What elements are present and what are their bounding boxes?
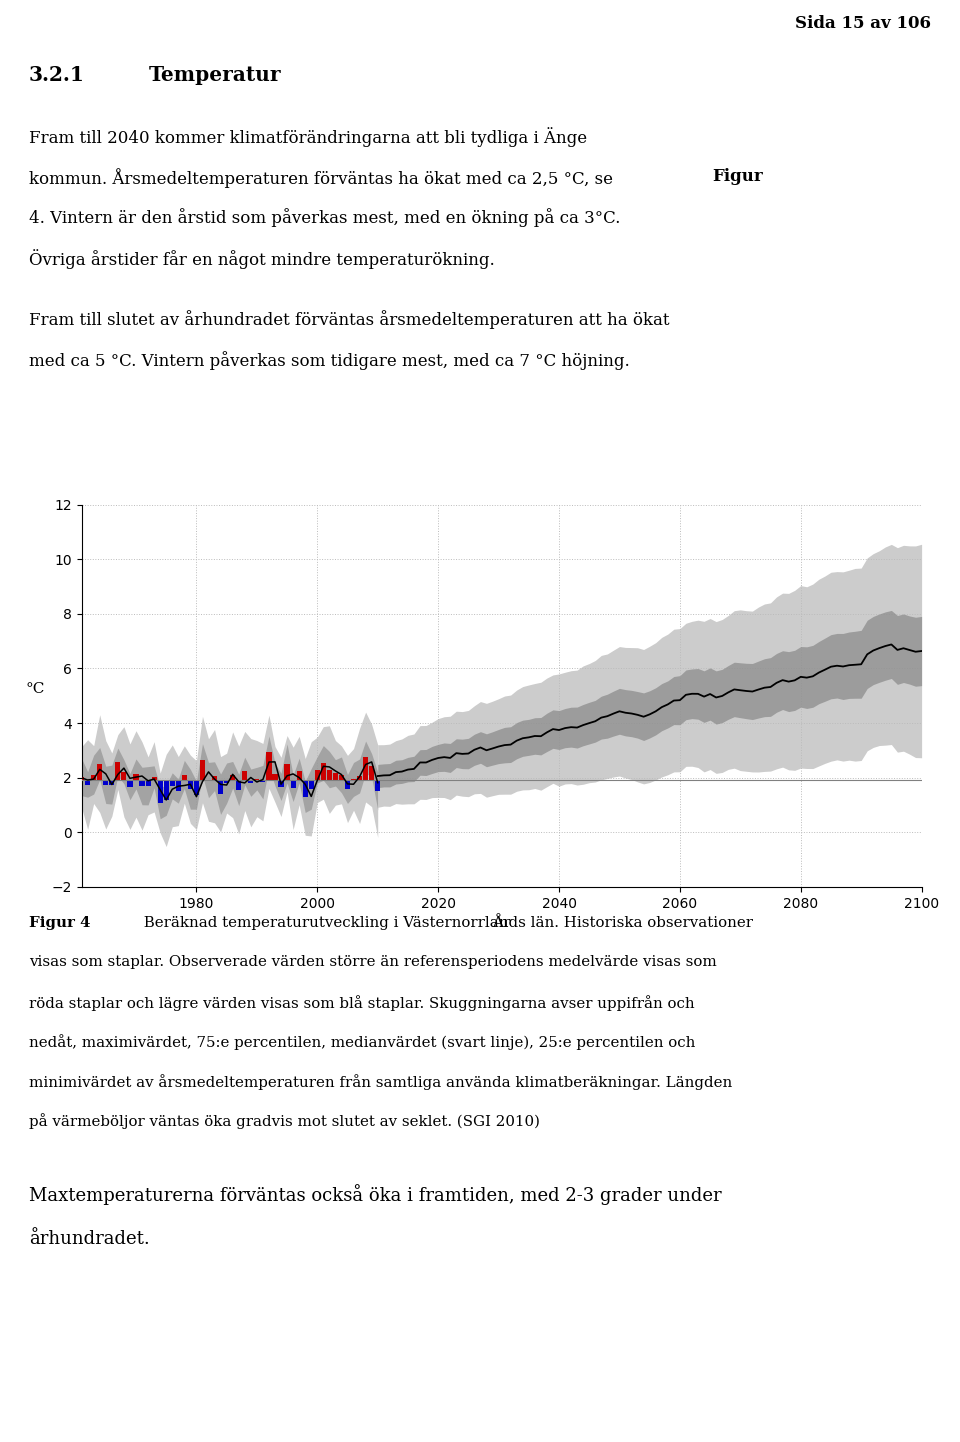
Bar: [254, 779, 259, 780]
Bar: [278, 780, 283, 787]
Text: Maxtemperaturerna förväntas också öka i framtiden, med 2-3 grader under: Maxtemperaturerna förväntas också öka i …: [29, 1184, 721, 1206]
Bar: [369, 766, 374, 780]
Bar: [224, 780, 229, 783]
Bar: [321, 763, 325, 780]
X-axis label: År: År: [492, 916, 511, 930]
Bar: [291, 780, 296, 789]
Bar: [163, 780, 169, 800]
Bar: [115, 761, 120, 780]
Bar: [212, 776, 217, 780]
Bar: [91, 774, 96, 780]
Text: Figur: Figur: [712, 167, 763, 185]
Bar: [146, 780, 151, 786]
Bar: [242, 771, 248, 780]
Bar: [273, 774, 277, 780]
Bar: [339, 774, 344, 780]
Bar: [309, 780, 314, 789]
Bar: [194, 780, 199, 795]
Bar: [133, 774, 138, 780]
Bar: [152, 777, 156, 780]
Text: på värmeböljor väntas öka gradvis mot slutet av seklet. (SGI 2010): på värmeböljor väntas öka gradvis mot sl…: [29, 1113, 540, 1129]
Bar: [266, 751, 272, 780]
Bar: [297, 770, 301, 780]
Bar: [188, 780, 193, 789]
Bar: [363, 757, 369, 780]
Text: med ca 5 °C. Vintern påverkas som tidigare mest, med ca 7 °C höjning.: med ca 5 °C. Vintern påverkas som tidiga…: [29, 352, 630, 371]
Text: 4. Vintern är den årstid som påverkas mest, med en ökning på ca 3°C.: 4. Vintern är den årstid som påverkas me…: [29, 209, 620, 228]
Text: Sida 15 av 106: Sida 15 av 106: [795, 14, 931, 32]
Y-axis label: °C: °C: [25, 682, 44, 695]
Bar: [357, 776, 362, 780]
Bar: [249, 780, 253, 783]
Text: minimivärdet av årsmedeltemperaturen från samtliga använda klimatberäkningar. Lä: minimivärdet av årsmedeltemperaturen frå…: [29, 1074, 732, 1090]
Bar: [109, 780, 114, 784]
Bar: [315, 770, 320, 780]
Bar: [128, 780, 132, 787]
Bar: [170, 780, 175, 786]
Bar: [104, 780, 108, 784]
Text: kommun. Årsmedeltemperaturen förväntas ha ökat med ca 2,5 °C, se: kommun. Årsmedeltemperaturen förväntas h…: [29, 167, 618, 187]
Bar: [139, 780, 145, 786]
Text: Figur 4: Figur 4: [29, 916, 90, 930]
Text: Fram till slutet av århundradet förväntas årsmedeltemperaturen att ha ökat: Fram till slutet av århundradet förvänta…: [29, 310, 669, 329]
Bar: [79, 777, 84, 780]
Text: Övriga årstider får en något mindre temperaturökning.: Övriga årstider får en något mindre temp…: [29, 249, 494, 270]
Bar: [85, 780, 90, 784]
Bar: [181, 774, 187, 780]
Bar: [218, 780, 223, 795]
Text: visas som staplar. Observerade värden större än referensperiodens medelvärde vis: visas som staplar. Observerade värden st…: [29, 956, 716, 969]
Bar: [236, 780, 241, 790]
Bar: [121, 771, 127, 780]
Bar: [326, 770, 332, 780]
Text: nedåt, maximivärdet, 75:e percentilen, medianvärdet (svart linje), 25:e percenti: nedåt, maximivärdet, 75:e percentilen, m…: [29, 1034, 695, 1050]
Text: Beräknad temperaturutveckling i Västernorrlands län. Historiska observationer: Beräknad temperaturutveckling i Västerno…: [139, 916, 754, 930]
Bar: [284, 763, 290, 780]
Bar: [345, 780, 350, 789]
Bar: [97, 764, 103, 780]
Bar: [302, 780, 308, 797]
Text: röda staplar och lägre värden visas som blå staplar. Skuggningarna avser uppifrå: röda staplar och lägre värden visas som …: [29, 995, 694, 1011]
Bar: [200, 760, 205, 780]
Text: Fram till 2040 kommer klimatförändringarna att bli tydliga i Änge: Fram till 2040 kommer klimatförändringar…: [29, 127, 587, 147]
Bar: [176, 780, 180, 792]
Bar: [157, 780, 163, 803]
Bar: [375, 780, 380, 792]
Text: Temperatur: Temperatur: [149, 65, 281, 85]
Bar: [260, 780, 266, 782]
Bar: [333, 773, 338, 780]
Text: århundradet.: århundradet.: [29, 1230, 150, 1247]
Bar: [230, 774, 235, 780]
Text: 3.2.1: 3.2.1: [29, 65, 84, 85]
